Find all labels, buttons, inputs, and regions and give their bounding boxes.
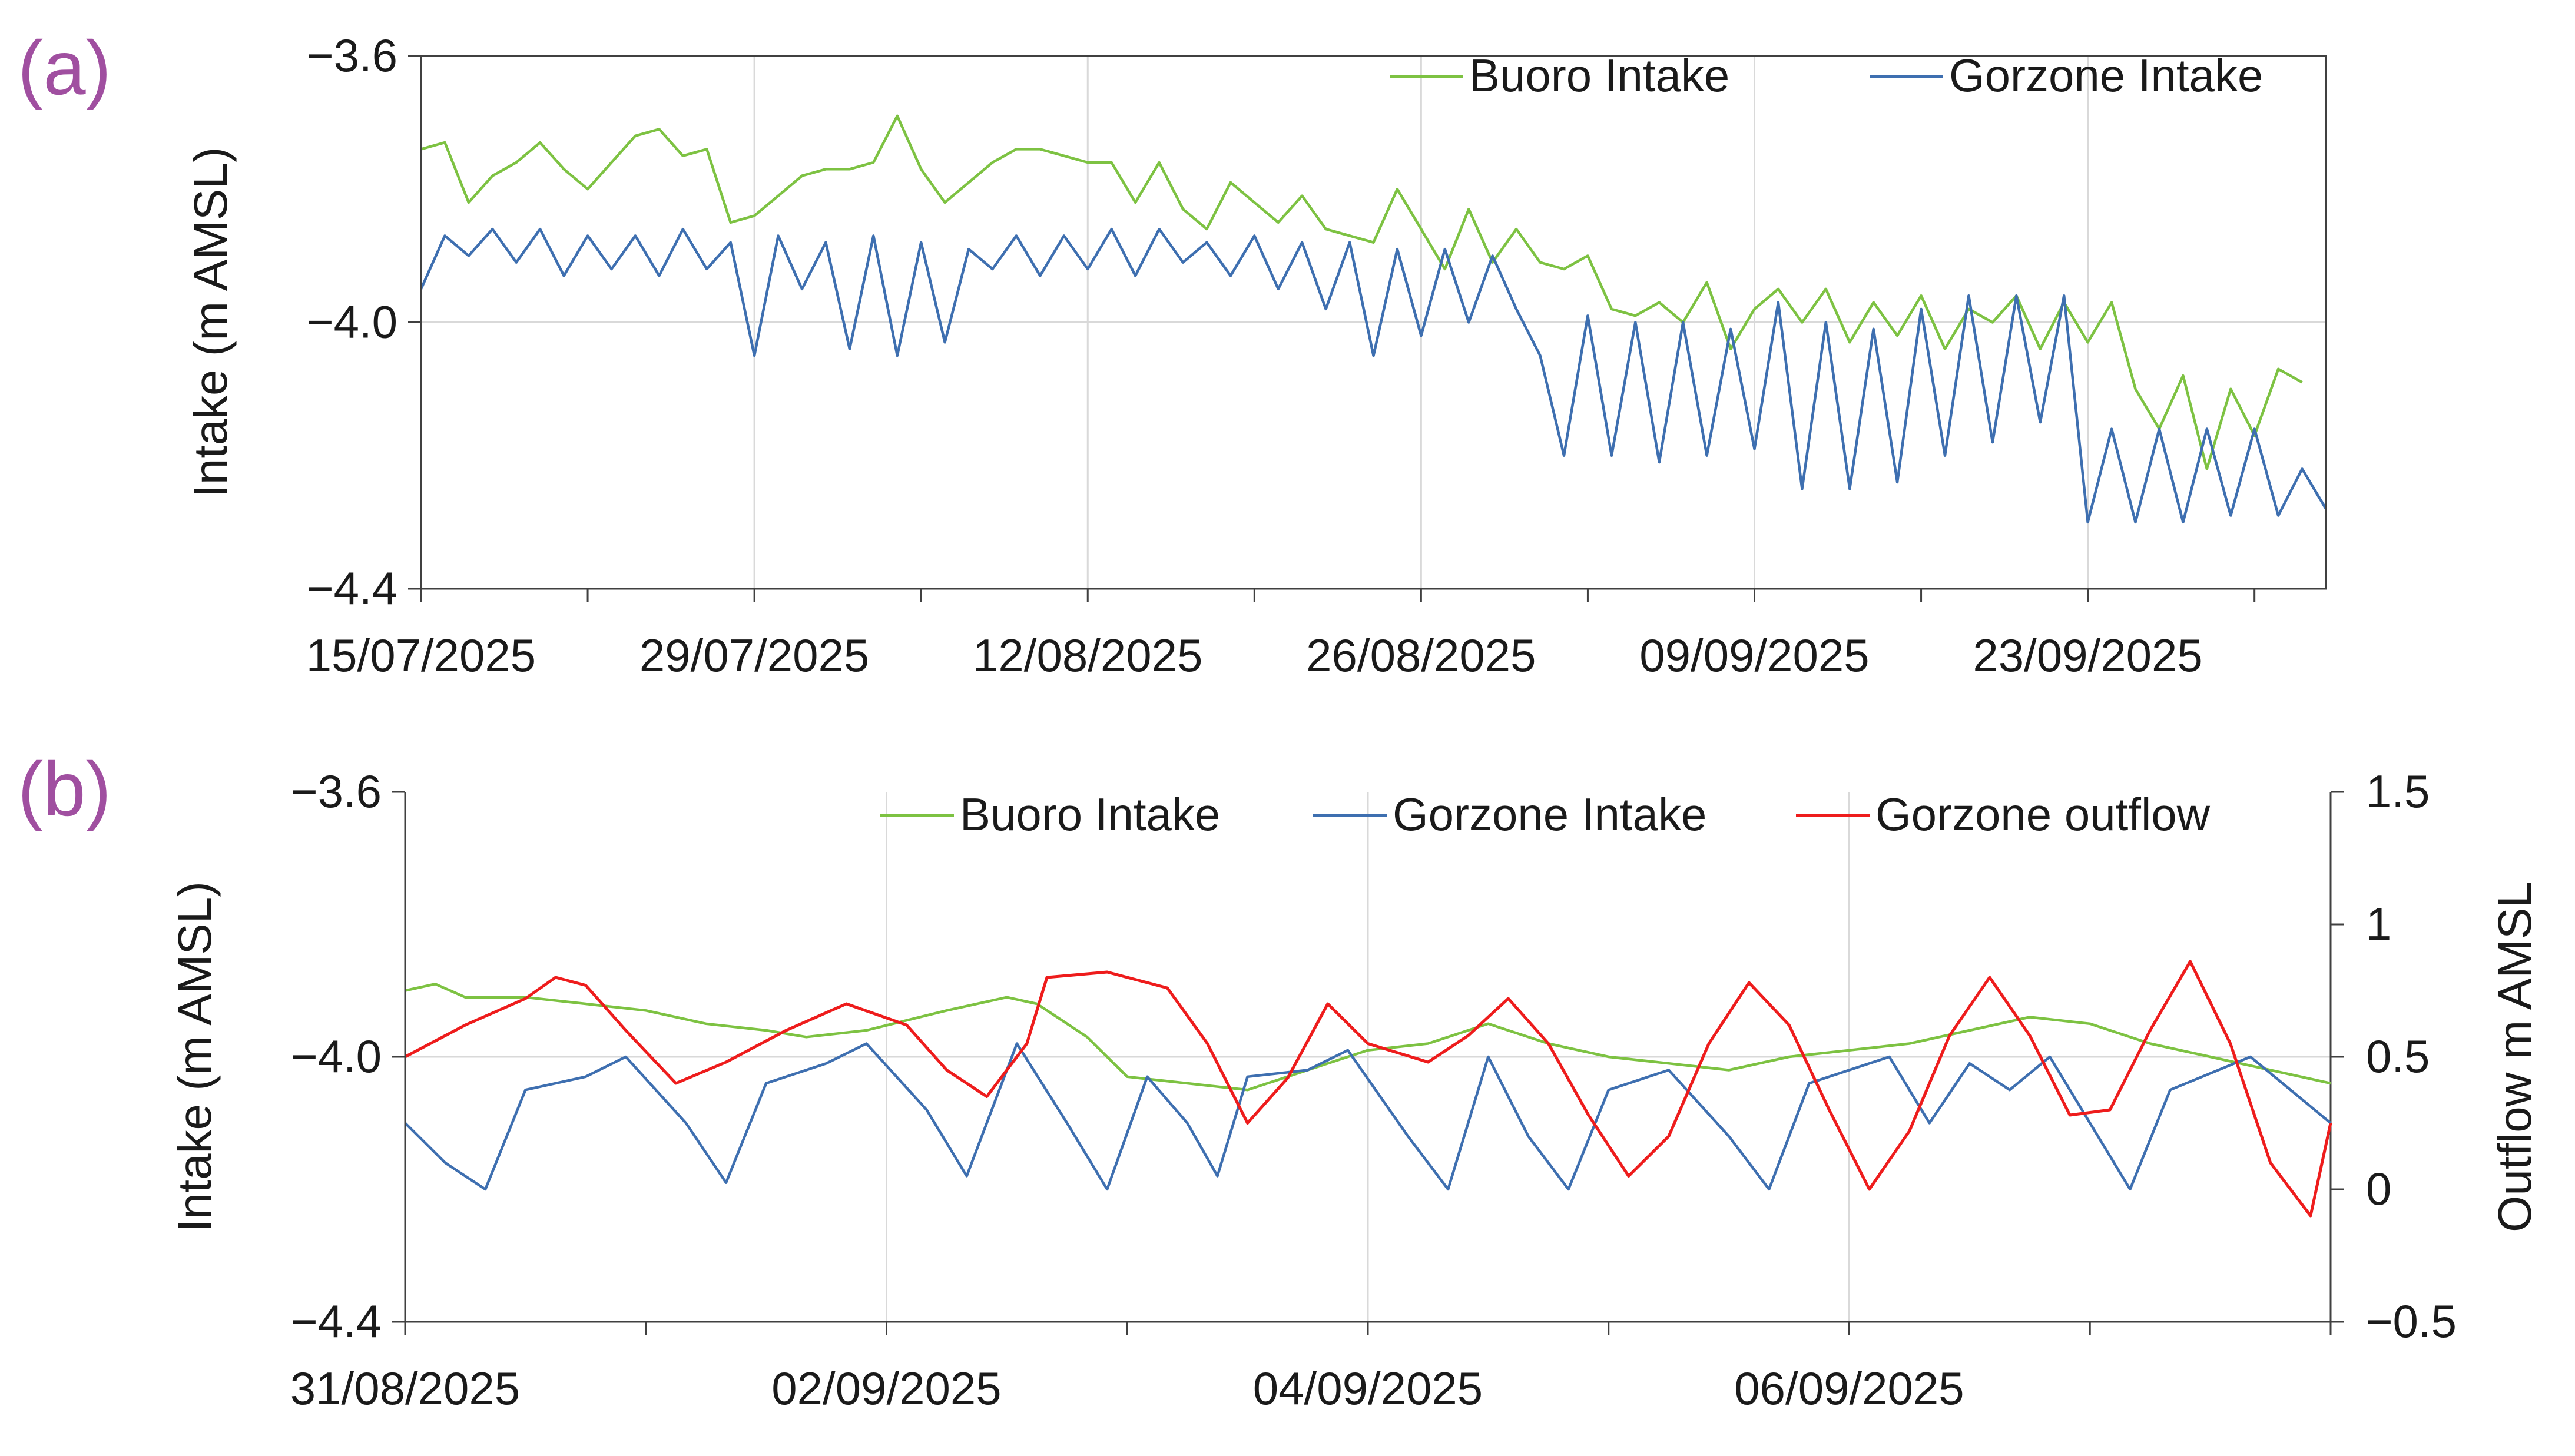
x-tick-label: 09/09/2025 [1639,629,1869,681]
y-axis-title: Intake (m AMSL) [184,147,237,498]
legend-label: Buoro Intake [960,788,1220,840]
y-tick-label: −4.0 [307,296,397,348]
series-line-gorzone-intake [404,1042,2332,1191]
x-tick-label: 02/09/2025 [771,1362,1001,1414]
y2-tick-label: −0.5 [2366,1295,2457,1347]
y-tick-label: −3.6 [307,29,397,81]
x-tick-label: 15/07/2025 [306,629,536,681]
y2-axis-title: Outflow m AMSL [2488,881,2541,1232]
y-tick-label: −4.0 [291,1030,382,1082]
x-tick-label: 06/09/2025 [1734,1362,1964,1414]
y-axis-title: Intake (m AMSL) [168,881,221,1232]
x-tick-label: 04/09/2025 [1253,1362,1483,1414]
series-line-gorzone-intake [419,227,2327,524]
plot-frame [420,55,2327,590]
chart-a: 15/07/2025 29/07/2025 12/08/2025 26/08/2025… [184,29,2327,681]
series-line-gorzone-outflow [404,960,2332,1218]
y-tick-label: −3.6 [291,765,382,817]
y-tick-label: −4.4 [307,562,397,614]
x-tick-label: 31/08/2025 [290,1362,520,1414]
y2-tick-label: 1 [2366,898,2391,950]
legend-label: Buoro Intake [1469,49,1729,101]
panel-b-label: (b) [18,746,111,832]
legend-label: Gorzone outflow [1875,788,2211,840]
x-tick-label: 12/08/2025 [973,629,1202,681]
x-tick-label: 23/09/2025 [1973,629,2202,681]
series-line-buoro-intake [405,983,2331,1092]
y2-tick-label: 1.5 [2366,765,2430,817]
y2-tick-label: 0.5 [2366,1030,2430,1082]
panel-a-label: (a) [18,25,111,111]
legend-label: Gorzone Intake [1949,49,2263,101]
y2-tick-label: 0 [2366,1163,2391,1215]
x-tick-label: 26/08/2025 [1306,629,1536,681]
y-tick-label: −4.4 [291,1295,382,1347]
series-line-buoro-intake [420,114,2303,470]
x-tick-label: 29/07/2025 [639,629,869,681]
legend-label: Gorzone Intake [1393,788,1706,840]
chart-b: 31/08/2025 02/09/2025 04/09/2025 06/09/2025… [168,765,2541,1414]
